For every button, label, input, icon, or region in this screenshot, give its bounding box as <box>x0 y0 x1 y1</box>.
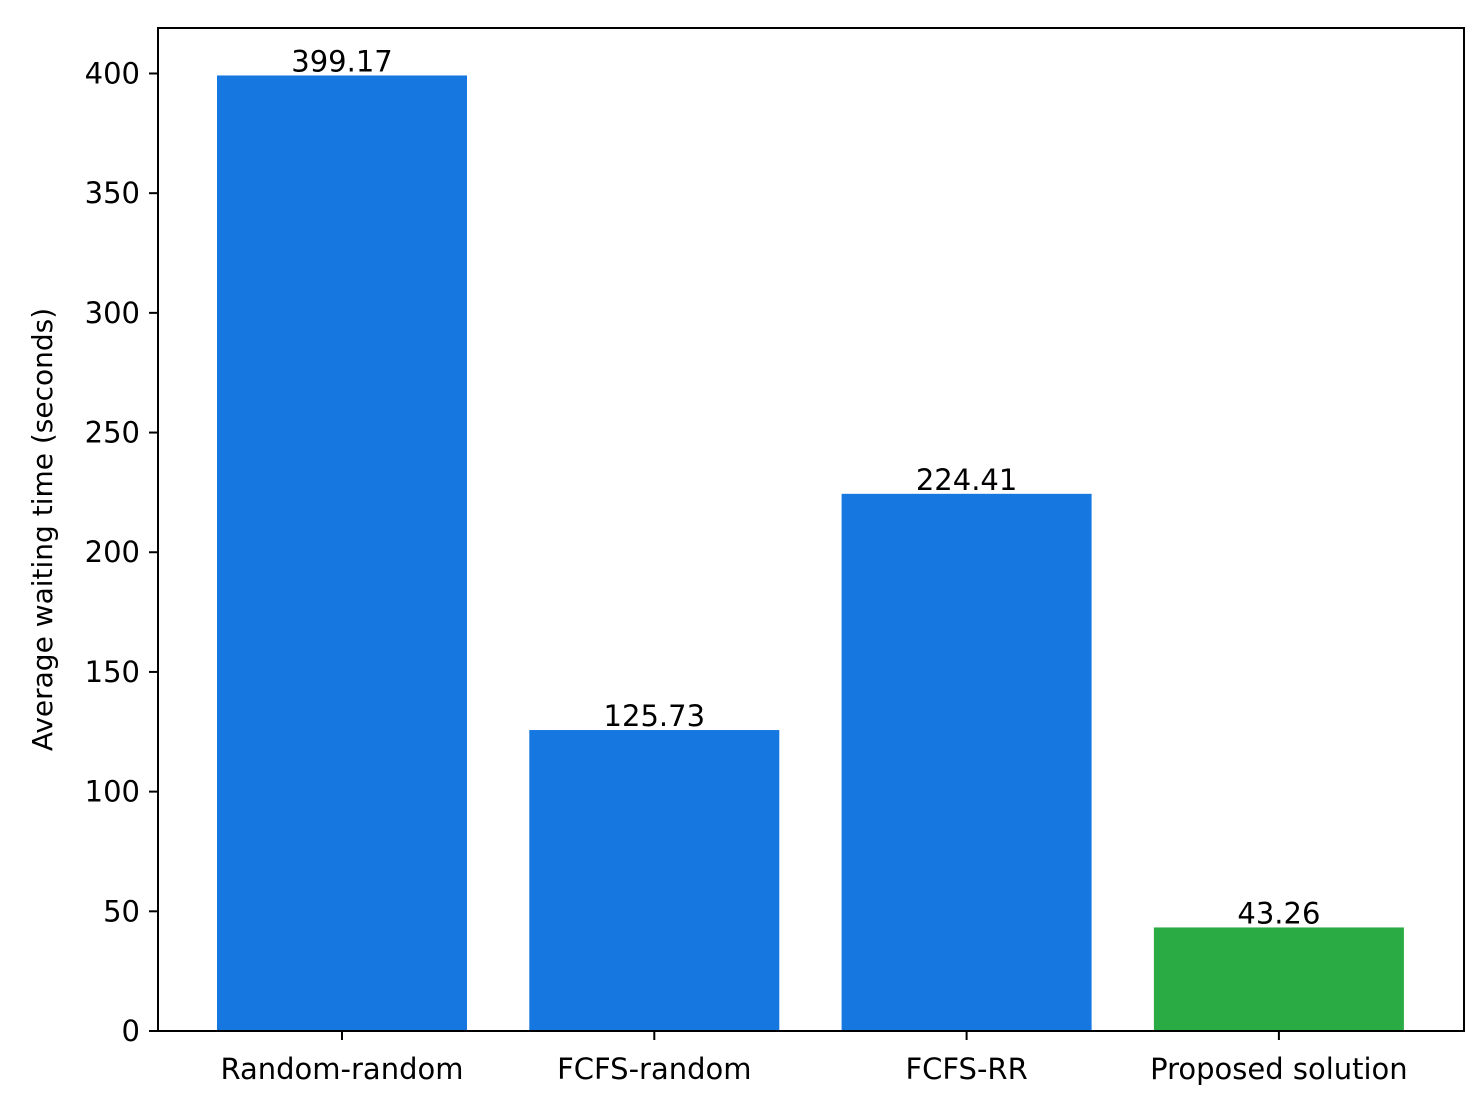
value-labels-layer: 399.17 125.73 224.41 43.26 <box>291 44 1320 930</box>
bar-value-label: 399.17 <box>291 44 392 78</box>
y-tick-label: 50 <box>103 894 140 928</box>
x-tick-label: Proposed solution <box>1150 1052 1408 1086</box>
x-tick-label: Random-random <box>220 1052 463 1086</box>
y-tick-label: 100 <box>85 775 140 809</box>
plot-frame <box>157 27 1465 1032</box>
y-tick-label: 150 <box>85 655 140 689</box>
bars-layer <box>217 75 1404 1032</box>
x-tick-label: FCFS-RR <box>905 1052 1027 1086</box>
y-tick-label: 0 <box>122 1014 140 1048</box>
y-tick-label: 250 <box>85 416 140 450</box>
y-tick-label: 300 <box>85 296 140 330</box>
x-axis: Random-random FCFS-random FCFS-RR Proposed … <box>220 1031 1408 1086</box>
y-tick-label: 200 <box>85 535 140 569</box>
bar-fcfs-random <box>529 730 780 1031</box>
bar-proposed-solution <box>1153 927 1404 1031</box>
bar-value-label: 43.26 <box>1237 896 1320 930</box>
y-tick-label: 350 <box>85 176 140 210</box>
bar-fcfs-rr <box>841 493 1092 1031</box>
y-axis-label: Average waiting time (seconds) <box>26 308 59 751</box>
y-axis: 0 50 100 150 200 250 300 350 400 <box>85 56 158 1048</box>
y-tick-label: 400 <box>85 56 140 90</box>
bar-value-label: 224.41 <box>916 463 1017 497</box>
x-tick-label: FCFS-random <box>557 1052 751 1086</box>
bar-value-label: 125.73 <box>604 699 705 733</box>
bar-random-random <box>217 75 467 1032</box>
